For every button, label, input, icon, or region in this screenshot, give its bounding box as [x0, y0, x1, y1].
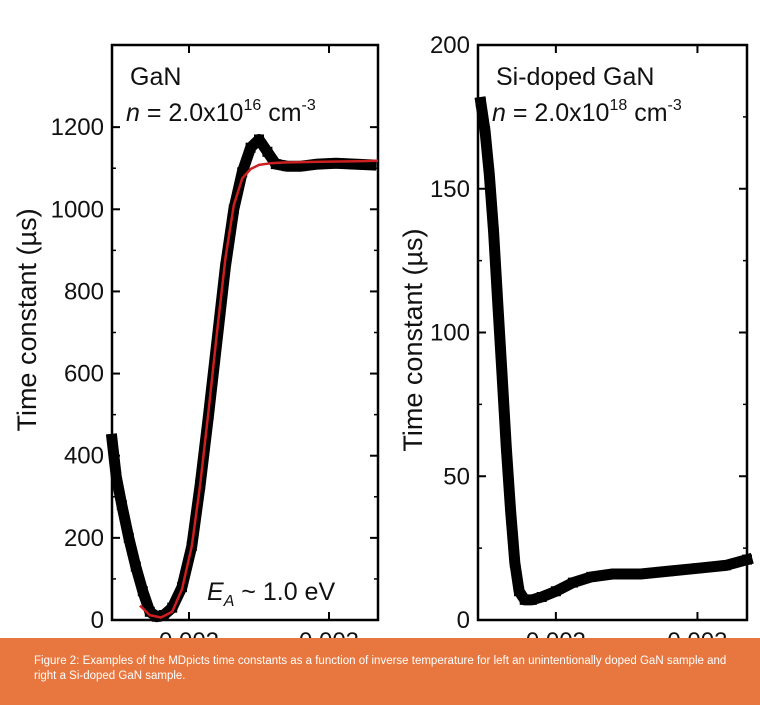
- data-point: [492, 298, 503, 309]
- density-value: = 2.0x10: [140, 99, 244, 127]
- data-point: [497, 370, 508, 381]
- y-tick-label: 150: [430, 176, 470, 203]
- data-point: [144, 606, 155, 617]
- y-tick-label: 800: [64, 278, 104, 305]
- data-point: [475, 97, 486, 108]
- data-point: [509, 557, 520, 568]
- data-point: [123, 532, 134, 543]
- data-point: [635, 569, 646, 579]
- density-unit: cm: [261, 99, 301, 127]
- y-tick-label: 1200: [51, 114, 104, 141]
- data-point: [331, 158, 341, 169]
- data-point: [505, 505, 516, 516]
- y-tick-label: 50: [443, 463, 470, 490]
- plot-frame: [110, 43, 380, 622]
- data-point: [514, 586, 525, 597]
- density-symbol: n: [126, 99, 140, 127]
- y-tick-label: 1000: [51, 196, 104, 223]
- activation-energy-label: EA ~ 1.0 eV: [207, 578, 335, 610]
- panel-title: Si-doped GaN: [496, 63, 654, 91]
- data-point: [254, 134, 264, 145]
- density-symbol: n: [492, 99, 506, 127]
- fit-line: [139, 159, 379, 619]
- chart-panel-left: 0200400600800100012000.0020.0031/T (1/K)…: [12, 43, 380, 686]
- data-point: [116, 500, 127, 510]
- data-point: [167, 602, 178, 613]
- data-series-line: [474, 96, 754, 606]
- density-unit-exponent: -3: [668, 97, 682, 114]
- data-point: [282, 161, 292, 172]
- data-point: [245, 142, 256, 153]
- y-tick-label: 400: [64, 443, 104, 470]
- data-point: [366, 159, 376, 170]
- chart-panel-right: 0501001502000.0020.0031/T (1/K)Time cons…: [398, 32, 754, 686]
- data-point: [296, 161, 306, 172]
- density-exponent: 18: [609, 97, 627, 114]
- data-point: [536, 592, 547, 602]
- data-point: [349, 159, 360, 170]
- energy-value: ~ 1.0 eV: [234, 578, 335, 606]
- y-tick-label: 200: [430, 32, 470, 59]
- data-point: [237, 167, 248, 178]
- data-point: [312, 159, 323, 170]
- carrier-density-label: n = 2.0x1016 cm-3: [126, 97, 316, 127]
- data-point: [107, 434, 117, 445]
- y-tick-label: 0: [91, 607, 104, 634]
- figure-caption: Figure 2: Examples of the MDpicts time c…: [0, 638, 760, 705]
- density-unit-exponent: -3: [302, 97, 316, 114]
- carrier-density-label: n = 2.0x1018 cm-3: [492, 97, 682, 127]
- data-point: [720, 560, 731, 571]
- plot-frame: [476, 43, 749, 622]
- data-series-line: [105, 134, 377, 623]
- data-point: [586, 571, 597, 582]
- y-tick-label: 100: [430, 320, 470, 347]
- data-point: [130, 561, 141, 572]
- panel-title: GaN: [130, 63, 181, 91]
- data-point: [742, 554, 752, 565]
- y-tick-label: 200: [64, 525, 104, 552]
- y-axis-label: Time constant (µs): [12, 208, 42, 431]
- energy-symbol: E: [207, 578, 224, 606]
- data-point: [501, 442, 512, 453]
- density-exponent: 16: [243, 97, 261, 114]
- y-tick-label: 600: [64, 361, 104, 388]
- data-point: [111, 471, 122, 482]
- data-point: [550, 586, 561, 597]
- data-point: [484, 169, 495, 180]
- data-point: [262, 146, 273, 157]
- y-axis-label: Time constant (µs): [398, 228, 428, 451]
- data-point: [526, 594, 537, 605]
- data-point: [480, 126, 491, 137]
- data-point: [664, 566, 675, 577]
- data-point: [137, 586, 148, 597]
- energy-subscript: A: [223, 593, 235, 610]
- data-point: [488, 226, 499, 237]
- data-point: [567, 577, 578, 588]
- data-point: [692, 563, 703, 574]
- density-unit: cm: [627, 99, 667, 127]
- y-tick-label: 0: [457, 607, 470, 634]
- data-point: [607, 569, 618, 579]
- data-point: [519, 594, 530, 605]
- density-value: = 2.0x10: [506, 99, 610, 127]
